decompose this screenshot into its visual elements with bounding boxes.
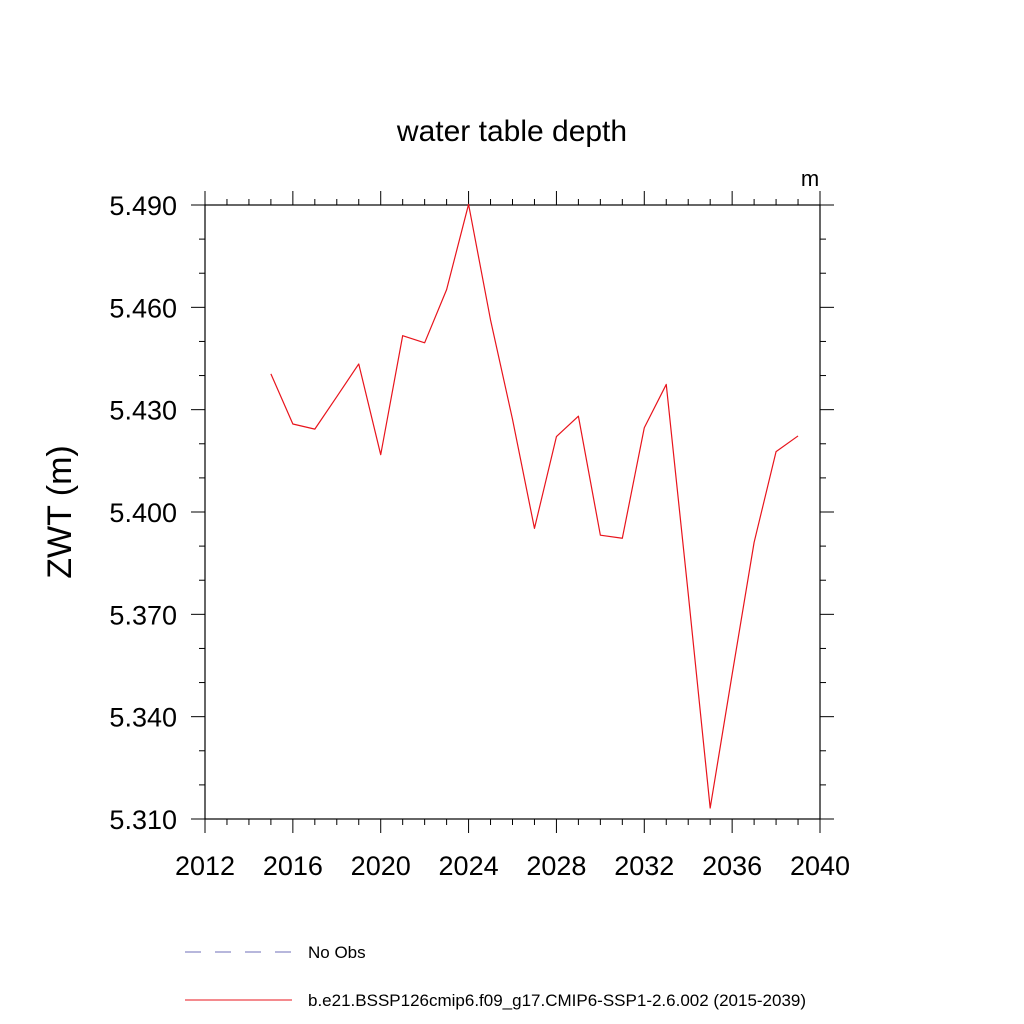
x-tick-label: 2020 <box>351 851 411 881</box>
y-tick-label: 5.370 <box>109 600 177 630</box>
y-axis-label: ZWT (m) <box>41 445 79 578</box>
y-tick-label: 5.490 <box>109 191 177 221</box>
y-tick-label: 5.460 <box>109 293 177 323</box>
legend: No Obs b.e21.BSSP126cmip6.f09_g17.CMIP6-S… <box>185 943 806 1010</box>
x-tick-label: 2012 <box>175 851 235 881</box>
x-tick-label: 2040 <box>790 851 850 881</box>
x-tick-label: 2024 <box>439 851 499 881</box>
y-axis: 5.310 5.340 5.370 5.400 5.430 5.460 5.490 <box>109 191 834 835</box>
y-tick-label: 5.310 <box>109 805 177 835</box>
plot-series <box>270 203 799 809</box>
plot-frame <box>204 204 821 820</box>
series-line <box>270 203 799 809</box>
y-tick-label: 5.400 <box>109 498 177 528</box>
y-tick-label: 5.340 <box>109 703 177 733</box>
x-tick-label: 2032 <box>614 851 674 881</box>
x-tick-label: 2036 <box>702 851 762 881</box>
legend-label: b.e21.BSSP126cmip6.f09_g17.CMIP6-SSP1-2.… <box>308 991 806 1010</box>
x-tick-label: 2016 <box>263 851 323 881</box>
x-tick-label: 2028 <box>526 851 586 881</box>
units-label: m <box>801 166 819 191</box>
y-tick-label: 5.430 <box>109 396 177 426</box>
chart-title: water table depth <box>396 115 627 148</box>
x-axis: 2012 2016 2020 2024 2028 2032 2036 2040 <box>175 191 850 881</box>
legend-label: No Obs <box>308 943 366 962</box>
